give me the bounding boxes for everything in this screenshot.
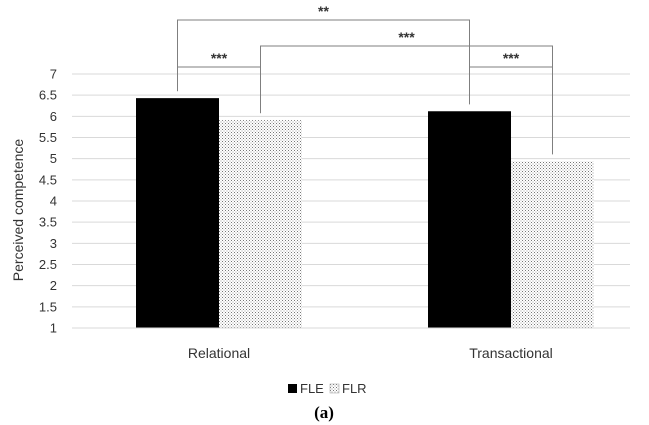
significance-bracket [177,19,470,105]
bar-flr-relational [219,120,302,328]
y-tick-label: 7 [50,67,57,82]
y-tick-label: 1 [50,321,57,336]
legend: FLE FLR [288,381,367,396]
y-tick-label: 5 [50,151,57,166]
significance-label: ** [318,3,329,19]
y-tick-label: 3 [50,236,57,251]
significance-label: *** [398,29,415,45]
figure-caption: (a) [314,403,334,422]
bars [136,98,594,329]
y-tick-label: 2 [50,278,57,293]
legend-label-fle: FLE [300,381,324,396]
y-tick-label: 6 [50,109,57,124]
significance-brackets: *********** [177,3,553,155]
y-tick-label: 3.5 [39,215,57,230]
significance-bracket [469,66,553,155]
y-tick-label: 4 [50,194,57,209]
y-tick-label: 2.5 [39,257,57,272]
axes: 1 1.5 2 2.5 3 3.5 4 4.5 5 5.5 6 6.5 7 Relational Trans… [39,67,630,361]
y-axis-label: Perceived competence [10,139,26,282]
y-tick-label: 1.5 [39,299,57,314]
y-tick-label: 5.5 [39,130,57,145]
bar-flr-transactional [511,161,594,328]
legend-swatch-flr [329,383,340,394]
x-category-label: Relational [188,345,250,361]
bar-fle-relational [136,98,219,328]
significance-label: *** [503,50,520,66]
legend-label-flr: FLR [342,381,367,396]
bar-fle-transactional [428,111,511,329]
y-tick-label: 6.5 [39,88,57,103]
significance-label: *** [211,50,228,66]
legend-swatch-fle [288,384,297,393]
y-tick-label: 4.5 [39,172,57,187]
x-category-label: Transactional [469,345,553,361]
